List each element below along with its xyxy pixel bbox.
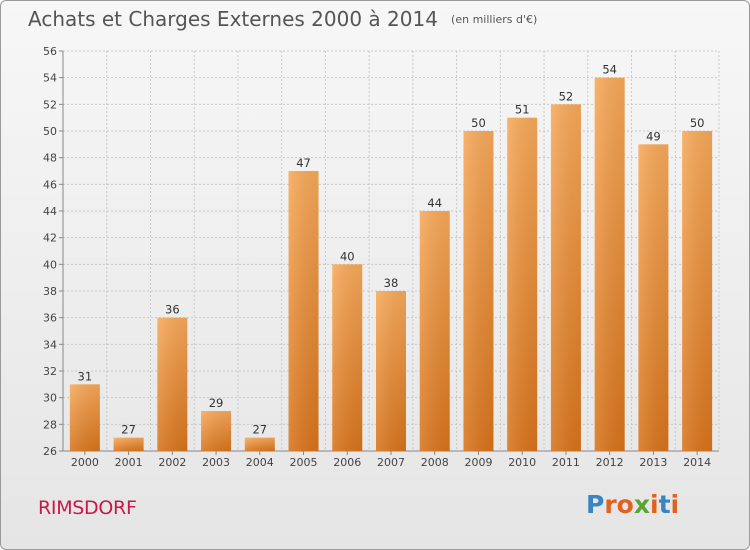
x-tick-label: 2009 — [464, 456, 492, 469]
data-label: 47 — [296, 156, 311, 170]
bar-shade — [69, 384, 100, 451]
x-tick-label: 2014 — [683, 456, 711, 469]
data-label: 40 — [340, 249, 355, 263]
data-label: 38 — [384, 276, 399, 290]
data-label: 54 — [602, 63, 617, 77]
x-tick-label: 2010 — [508, 456, 536, 469]
chart-subtitle: (en milliers d'€) — [451, 13, 538, 26]
bar-shade — [638, 144, 669, 452]
bar-shade — [594, 77, 625, 452]
bar-shade — [550, 104, 581, 451]
bar-shade — [419, 211, 450, 451]
logo-letter: i — [670, 490, 680, 519]
y-tick-label: 30 — [43, 392, 57, 405]
y-tick-label: 54 — [43, 72, 57, 85]
logo-letter: P — [586, 490, 605, 519]
data-label: 44 — [427, 196, 442, 210]
data-label: 50 — [471, 116, 486, 130]
data-label: 49 — [646, 129, 661, 143]
y-tick-label: 28 — [43, 418, 57, 431]
bar-shade — [113, 437, 144, 451]
y-tick-label: 52 — [43, 98, 57, 111]
x-tick-label: 2001 — [115, 456, 143, 469]
data-label: 52 — [559, 89, 574, 103]
x-tick-label: 2002 — [158, 456, 186, 469]
x-tick-label: 2007 — [377, 456, 405, 469]
proxiti-logo: Proxiti — [586, 490, 679, 519]
logo-letter: x — [633, 490, 650, 519]
location-name: RIMSDORF — [38, 497, 137, 519]
data-label: 51 — [515, 103, 530, 117]
x-tick-label: 2005 — [290, 456, 318, 469]
y-tick-label: 42 — [43, 232, 57, 245]
x-tick-label: 2000 — [71, 456, 99, 469]
y-tick-label: 36 — [43, 312, 57, 325]
data-label: 31 — [78, 369, 93, 383]
x-tick-label: 2003 — [202, 456, 230, 469]
data-label: 27 — [252, 423, 267, 437]
y-tick-label: 38 — [43, 285, 57, 298]
y-tick-label: 44 — [43, 205, 57, 218]
y-tick-label: 32 — [43, 365, 57, 378]
x-tick-label: 2008 — [421, 456, 449, 469]
y-tick-label: 50 — [43, 125, 57, 138]
y-tick-label: 34 — [43, 338, 57, 351]
x-tick-label: 2006 — [333, 456, 361, 469]
data-label: 27 — [121, 423, 136, 437]
bar-shade — [332, 264, 363, 451]
bar-shade — [157, 317, 188, 451]
x-tick-label: 2004 — [246, 456, 274, 469]
bar-shade — [201, 411, 232, 451]
logo-letter: t — [658, 490, 671, 519]
x-tick-label: 2012 — [596, 456, 624, 469]
logo-letter: o — [616, 490, 634, 519]
logo-letter: r — [604, 490, 617, 519]
bar-shade — [682, 131, 713, 451]
chart-title: Achats et Charges Externes 2000 à 2014 — [28, 7, 438, 31]
y-tick-label: 46 — [43, 178, 57, 191]
y-tick-label: 56 — [43, 45, 57, 58]
x-tick-label: 2013 — [639, 456, 667, 469]
data-label: 50 — [690, 116, 705, 130]
y-tick-label: 26 — [43, 445, 57, 458]
logo-letter: i — [650, 490, 659, 519]
bar-shade — [288, 171, 319, 451]
y-tick-label: 40 — [43, 258, 57, 271]
bar-shade — [244, 437, 275, 451]
y-tick-label: 48 — [43, 152, 57, 165]
data-label: 36 — [165, 303, 180, 317]
chart-header: Achats et Charges Externes 2000 à 2014 (… — [28, 7, 537, 31]
bar-shade — [376, 291, 406, 451]
bar-shade — [463, 131, 494, 451]
data-label: 29 — [209, 396, 224, 410]
bar-shade — [507, 117, 538, 452]
x-tick-label: 2011 — [552, 456, 580, 469]
